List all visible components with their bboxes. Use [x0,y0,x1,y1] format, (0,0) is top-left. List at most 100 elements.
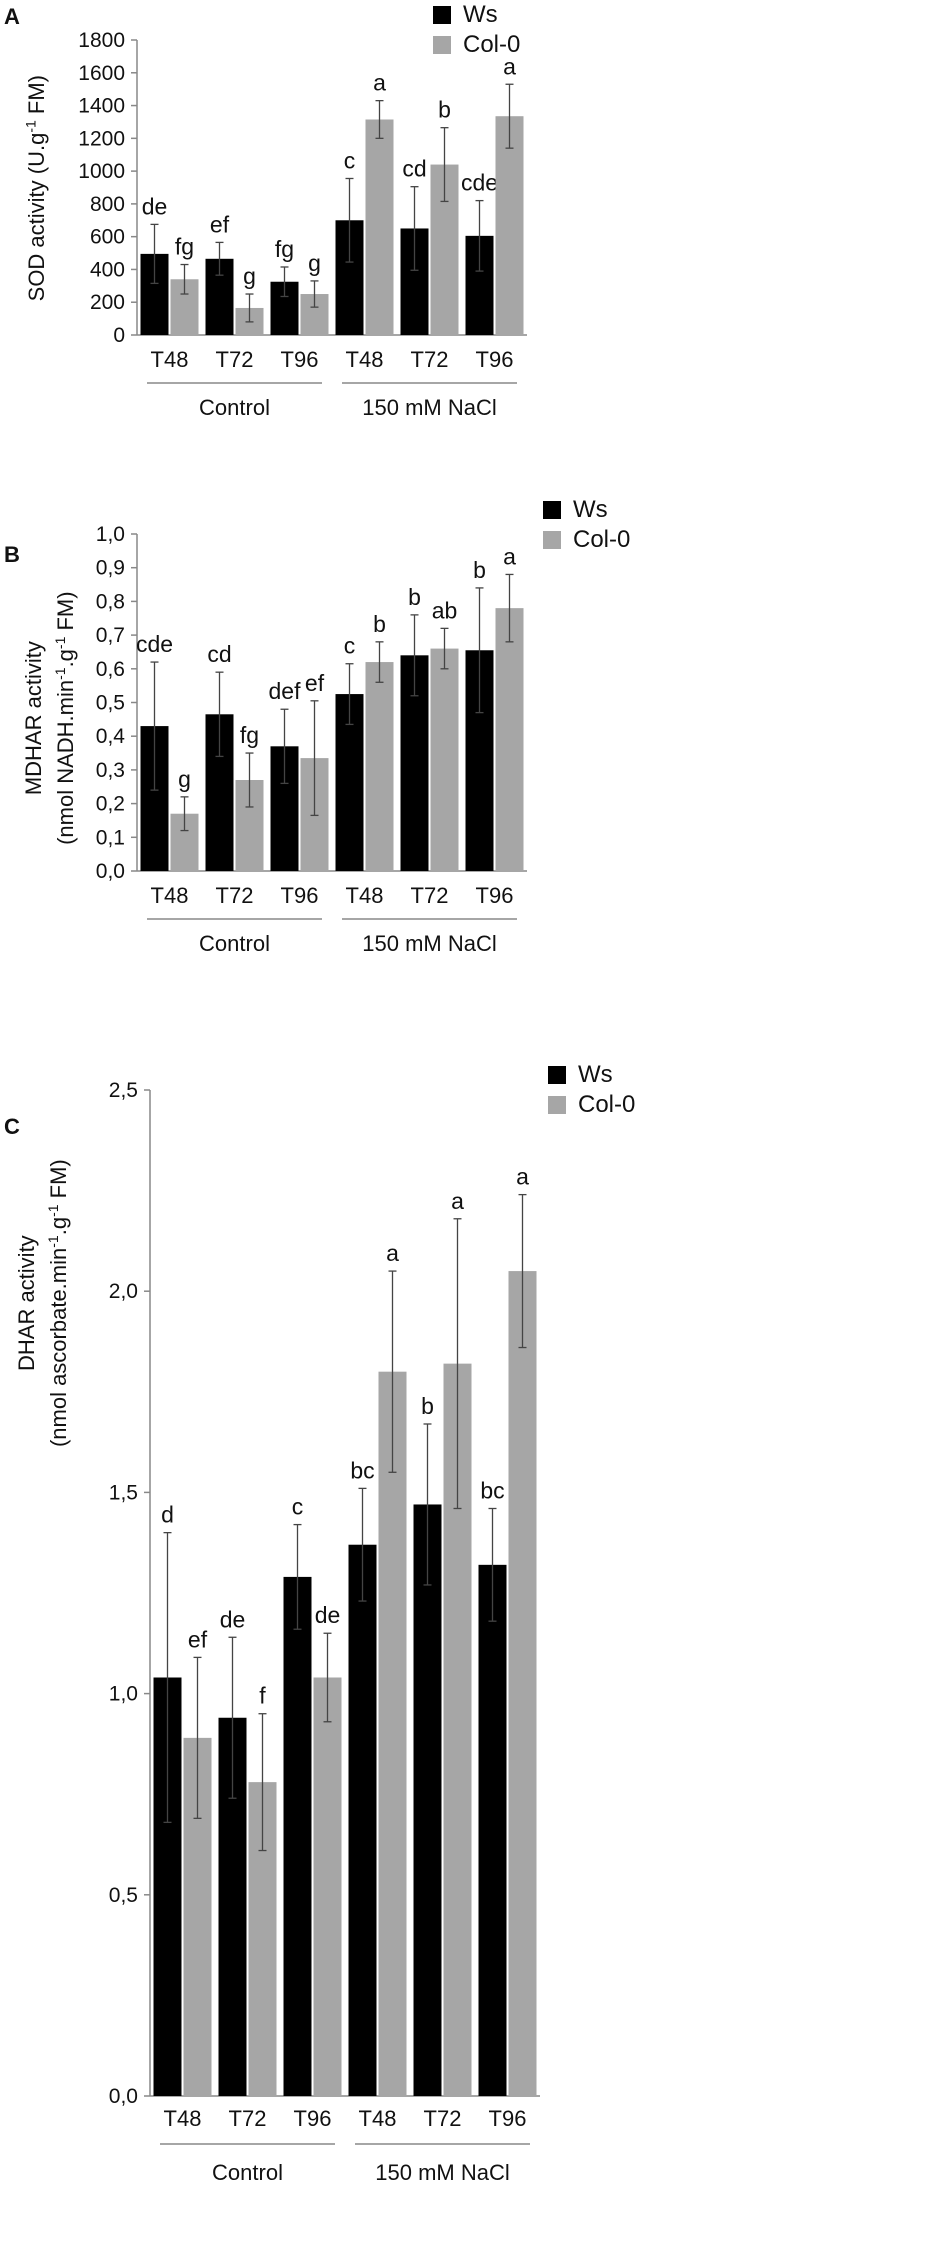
significance-letter: a [373,70,386,96]
bar-col0 [365,662,394,871]
x-tick-label: T48 [151,347,189,372]
y-tick-label: 200 [90,291,125,314]
x-tick-label: T72 [424,2106,462,2131]
significance-letter: cd [207,641,231,667]
x-tick-label: T72 [411,883,449,908]
legend: Ws Col-0 [543,495,630,555]
panel-a: A Ws Col-0 SOD activity (U.g-1 FM) 0 200 4… [0,0,950,600]
significance-letter: b [473,557,486,583]
significance-letter: def [269,678,302,704]
significance-letter: cde [461,170,498,196]
significance-letter: de [315,1602,341,1628]
significance-letter: b [408,584,421,610]
panel-letter: B [4,542,20,567]
x-tick-label: T72 [216,347,254,372]
legend-label-ws: Ws [578,1061,613,1088]
y-tick-label: 1,5 [109,1481,138,1504]
legend-item-ws: Ws [433,0,520,30]
x-tick-label: T96 [476,883,514,908]
legend-item-col0: Col-0 [548,1090,635,1120]
significance-letter: a [516,1164,529,1190]
x-tick-label: T48 [359,2106,397,2131]
significance-letter: a [451,1188,464,1214]
legend-item-col0: Col-0 [433,30,520,60]
significance-letter: de [220,1606,246,1632]
significance-letter: bc [350,1457,374,1483]
legend-item-col0: Col-0 [543,525,630,555]
panel-b: B Ws Col-0 MDHAR activity (nmol NADH.min… [0,482,950,1042]
significance-letter: b [438,97,451,123]
x-tick-label: T72 [216,883,254,908]
bar-chart-sod: 020040060080010001200140016001800defgT48… [78,29,527,420]
significance-letter: de [142,193,168,219]
x-tick-label: T72 [229,2106,267,2131]
significance-letter: cd [402,156,426,182]
significance-letter: a [503,53,516,79]
bar-chart-mdhar: 0,0 0,1 0,2 0,3 0,4 0,5 0,6 0,7 0,8 0,9 1,0 cde g T48… [96,523,527,956]
legend-swatch-col0 [548,1096,566,1114]
legend-label-col0: Col-0 [578,1091,636,1118]
significance-letter: ef [305,670,325,696]
legend-label-col0: Col-0 [573,526,631,553]
group-label: Control [199,395,270,420]
legend-label-ws: Ws [573,496,608,523]
legend-label-col0: Col-0 [463,31,521,58]
y-tick-label: 2,5 [109,1079,138,1102]
significance-letter: a [386,1240,399,1266]
y-tick-label: 2,0 [109,1280,138,1303]
significance-letter: g [308,250,321,276]
y-axis-label: MDHAR activity (nmol NADH.min-1.g-1 FM) [21,518,79,918]
group-label: Control [199,931,270,956]
y-tick-label: 0,5 [96,692,125,715]
legend-swatch-col0 [433,36,451,54]
y-axis-label: SOD activity (U.g-1 FM) [18,38,50,338]
bar-chart-dhar: 0,00,51,01,52,02,5defT48defT72cdeT96bcaT… [109,1079,540,2185]
x-tick-label: T96 [294,2106,332,2131]
legend: Ws Col-0 [548,1060,635,1120]
significance-letter: ef [210,211,230,237]
y-tick-label: 0,9 [96,557,125,580]
significance-letter: fg [175,234,194,260]
y-tick-label: 0 [113,324,125,347]
bar-col0 [495,116,524,335]
bar-col0 [378,1371,407,2096]
legend: Ws Col-0 [433,0,520,60]
x-tick-label: T72 [411,347,449,372]
y-tick-label: 1000 [78,160,125,183]
bar-ws [413,1504,442,2096]
significance-letter: ab [432,597,458,623]
y-tick-label: 1600 [78,62,125,85]
y-tick-label: 0,3 [96,759,125,782]
y-tick-label: 800 [90,193,125,216]
y-tick-label: 0,6 [96,658,125,681]
y-axis-label-line1: DHAR activity [13,1235,39,1372]
x-tick-label: T48 [151,883,189,908]
panel-c: C Ws Col-0 DHAR activity (nmol ascorbate… [0,1040,950,2264]
group-label: 150 mM NaCl [375,2160,509,2185]
bar-ws [478,1564,507,2096]
significance-letter: fg [275,236,294,262]
legend-label-ws: Ws [463,1,498,28]
y-axis-label-line2: (nmol ascorbate.min-1.g-1 FM) [44,1159,72,1448]
legend-swatch-ws [548,1066,566,1084]
y-tick-label: 1800 [78,29,125,52]
y-tick-label: 0,7 [96,624,125,647]
bar-ws [348,1544,377,2096]
y-tick-label: 1400 [78,95,125,118]
legend-swatch-ws [433,6,451,24]
bar-col0 [313,1677,342,2096]
y-tick-label: 0,8 [96,590,125,613]
legend-swatch-col0 [543,531,561,549]
x-tick-label: T48 [346,347,384,372]
significance-letter: b [373,611,386,637]
legend-swatch-ws [543,501,561,519]
significance-letter: ef [188,1626,208,1652]
significance-letter: cde [136,631,173,657]
significance-letter: d [161,1502,174,1528]
y-tick-label: 0,4 [96,725,126,748]
significance-letter: c [292,1494,304,1520]
y-tick-label: 0,0 [96,860,125,883]
y-axis-label-text: SOD activity (U.g-1 FM) [22,74,50,302]
x-tick-label: T48 [346,883,384,908]
x-tick-label: T96 [281,347,319,372]
